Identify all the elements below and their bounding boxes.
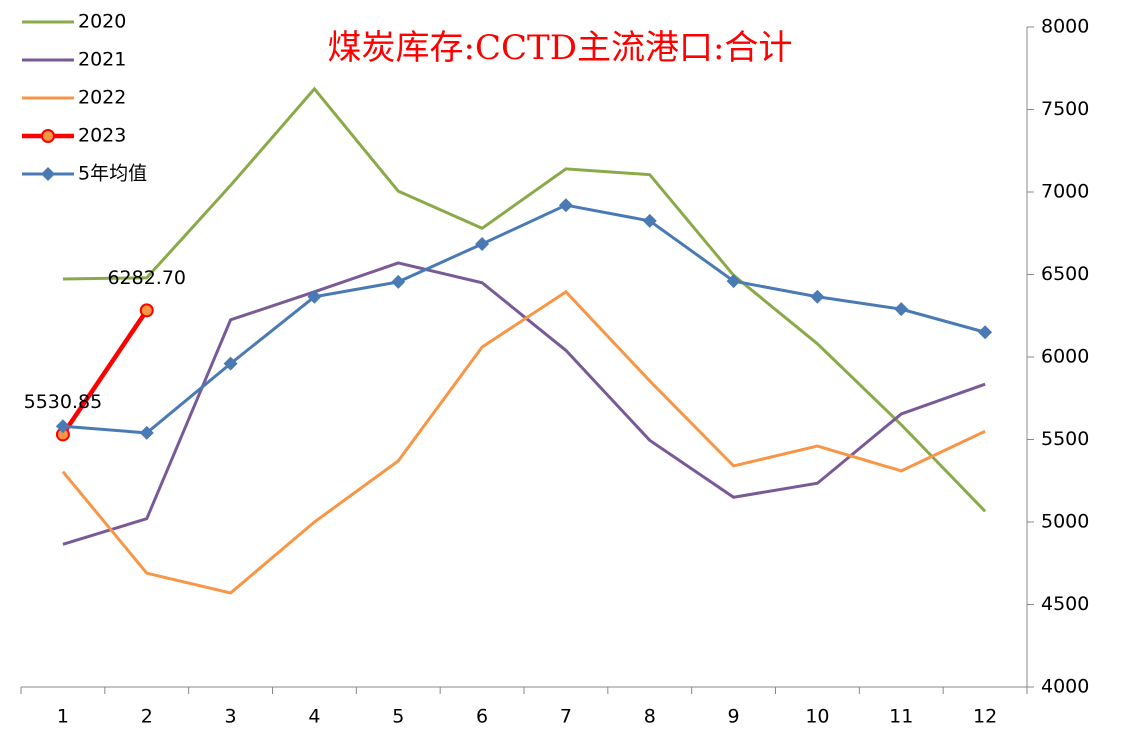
- point-marker: [558, 198, 573, 213]
- point-marker: [475, 236, 490, 251]
- point-marker: [223, 356, 238, 371]
- x-tick-label: 1: [57, 706, 69, 728]
- data-label: 6282.70: [107, 267, 186, 289]
- x-tick-label: 7: [560, 706, 572, 728]
- x-tick-label: 4: [308, 706, 320, 728]
- x-tick-label: 3: [225, 706, 237, 728]
- chart-title: 煤炭库存:CCTD主流港口:合计: [328, 28, 793, 68]
- point-marker: [894, 302, 909, 317]
- legend-label: 5年均值: [78, 163, 147, 185]
- point-marker: [139, 425, 154, 440]
- x-tick-label: 12: [973, 706, 997, 728]
- y-tick-label: 8000: [1041, 16, 1089, 38]
- y-tick-label: 6000: [1041, 346, 1089, 368]
- series-line: [62, 261, 986, 546]
- y-tick-label: 4500: [1041, 593, 1089, 615]
- x-tick-label: 6: [476, 706, 488, 728]
- point-marker: [55, 419, 70, 434]
- point-marker: [307, 289, 322, 304]
- y-tick-label: 5500: [1041, 428, 1089, 450]
- y-tick-label: 4000: [1041, 676, 1089, 698]
- x-tick-label: 5: [392, 706, 404, 728]
- series-line: [61, 289, 986, 595]
- point-marker: [139, 303, 154, 318]
- y-tick-label: 5000: [1041, 511, 1089, 533]
- legend-label: 2022: [78, 87, 126, 109]
- point-marker: [978, 325, 993, 340]
- x-tick-label: 9: [728, 706, 740, 728]
- legend-label: 2021: [78, 49, 126, 71]
- series-line: [62, 203, 986, 435]
- x-tick-label: 2: [141, 706, 153, 728]
- x-tick-label: 10: [805, 706, 829, 728]
- legend-marker: [41, 167, 55, 181]
- y-tick-label: 7500: [1041, 98, 1089, 120]
- y-tick-label: 6500: [1041, 263, 1089, 285]
- point-marker: [391, 274, 406, 289]
- data-label: 5530.85: [24, 391, 103, 413]
- legend-label: 2023: [78, 125, 126, 147]
- x-tick-label: 11: [889, 706, 913, 728]
- legend-label: 2020: [78, 11, 126, 33]
- y-tick-label: 7000: [1041, 181, 1089, 203]
- point-marker: [642, 213, 657, 228]
- point-marker: [726, 274, 741, 289]
- x-tick-label: 8: [644, 706, 656, 728]
- series-line: [61, 309, 149, 436]
- series-line: [62, 86, 987, 513]
- point-marker: [810, 289, 825, 304]
- legend-marker: [41, 129, 55, 143]
